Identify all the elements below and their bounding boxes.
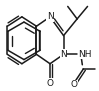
Text: O: O [70,80,78,89]
Text: N: N [60,50,67,59]
Text: O: O [47,79,54,88]
Text: NH: NH [78,50,92,59]
Text: N: N [47,12,53,21]
